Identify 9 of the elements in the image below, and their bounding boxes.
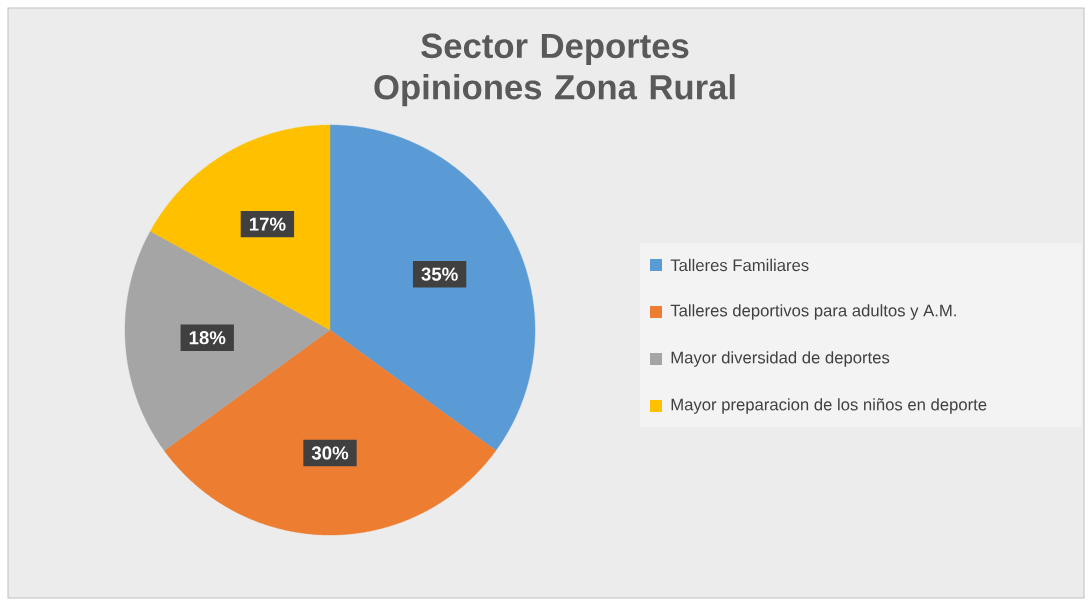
- legend-label: Talleres deportivos para adultos y A.M.: [670, 304, 956, 320]
- legend-label: Talleres Familiares: [670, 258, 809, 272]
- data-label: 35%: [421, 267, 458, 281]
- data-label: 17%: [249, 217, 286, 231]
- legend-label: Mayor diversidad de deportes: [671, 351, 890, 367]
- data-label: 30%: [311, 446, 349, 460]
- data-label: 18%: [189, 331, 226, 345]
- chart-title: Sector Deportes Opiniones Zona Rural: [374, 33, 735, 107]
- legend-label: Mayor preparacion de los niños en deporte: [671, 398, 987, 414]
